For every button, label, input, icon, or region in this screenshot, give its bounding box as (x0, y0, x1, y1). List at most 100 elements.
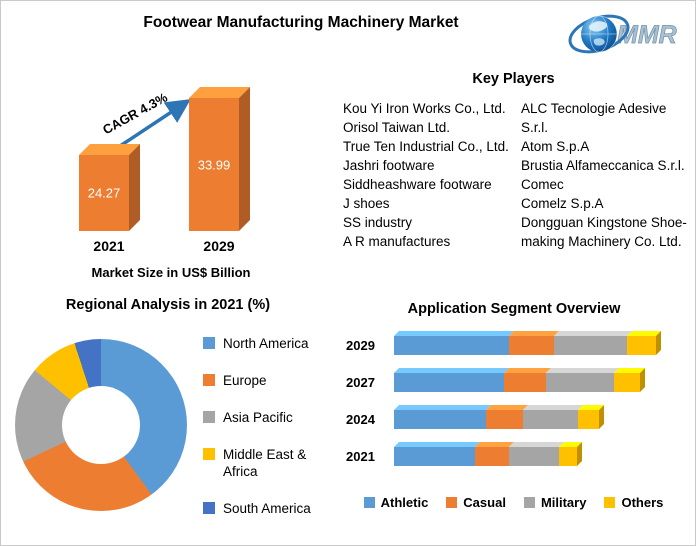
segment-top-face (504, 367, 551, 373)
legend-swatch (203, 337, 215, 349)
legend-item: Athletic (363, 495, 429, 510)
application-bar-row: 2024 (346, 404, 681, 431)
stacked-bar (394, 367, 645, 392)
segment-top-face (394, 330, 514, 336)
bar-year-label: 2021 (93, 238, 125, 254)
key-player-item: Dongguan Kingstone Shoe-making Machinery… (521, 215, 687, 249)
regional-legend: North America Europe Asia Pacific Middle Ea… (203, 335, 315, 537)
regional-donut-chart (15, 339, 187, 511)
key-player-item: True Ten Industrial Co., Ltd. (343, 139, 509, 154)
bar-segment-casual (509, 330, 559, 355)
key-players-section: Kou Yi Iron Works Co., Ltd. Orisol Taiwan… (343, 99, 691, 251)
bar-year-label: 2029 (203, 238, 235, 254)
legend-item: Others (604, 495, 663, 510)
bar-side-face (239, 87, 250, 231)
segment-top-face (394, 404, 491, 410)
bar-year-label: 2029 (346, 337, 375, 353)
bar-segment-others (559, 441, 582, 466)
segment-end-face (640, 367, 645, 392)
key-player-item: Comelz S.p.A (521, 196, 604, 211)
application-bar-row: 2029 (346, 330, 681, 357)
segment-top-face (394, 441, 480, 447)
key-player-item: J shoes (343, 196, 390, 211)
application-title: Application Segment Overview (407, 301, 621, 317)
stacked-bar (394, 330, 661, 355)
legend-label: Others (621, 495, 664, 510)
application-bar-row: 2021 (346, 441, 681, 468)
key-player-item: A R manufactures (343, 234, 451, 249)
bar-year-label: 2024 (346, 411, 375, 427)
segment-top-face (394, 367, 509, 373)
key-player-item: SS industry (343, 215, 413, 230)
key-player-item: Comec (521, 177, 564, 192)
legend-label: Middle East & Africa (223, 447, 307, 479)
segment-end-face (656, 330, 661, 355)
bar-segment-military (509, 441, 564, 466)
bar-segment-athletic (394, 441, 480, 466)
segment-top-face (523, 404, 583, 410)
segment-top-face (509, 441, 564, 447)
bar-segment-athletic (394, 330, 514, 355)
legend-label: North America (223, 336, 309, 351)
application-bar-row: 2027 (346, 367, 681, 394)
cagr-label: CAGR 4.3% (100, 89, 170, 138)
legend-item: Europe (203, 372, 315, 389)
page-title: Footwear Manufacturing Machinery Market (143, 14, 459, 31)
legend-item: Military (523, 495, 587, 510)
legend-label: Casual (463, 495, 506, 510)
legend-label: Europe (223, 373, 267, 388)
bar-value-label: 33.99 (197, 157, 231, 172)
key-player-item: ALC Tecnologie Adesive S.r.l. (521, 101, 667, 135)
application-legend: Athletic Casual Military Others (346, 495, 681, 510)
key-players-title: Key Players (472, 71, 555, 87)
market-size-chart: CAGR 4.3% 24.27 33.99 (41, 86, 301, 231)
segment-top-face (509, 330, 559, 336)
legend-item: South America (203, 500, 315, 517)
key-player-item: Atom S.p.A (521, 139, 590, 154)
key-player-item: Siddheashware footware (343, 177, 492, 192)
legend-item: Casual (446, 495, 506, 510)
bar-segment-others (614, 367, 645, 392)
bar-segment-casual (475, 441, 514, 466)
market-size-section: CAGR 4.3% 24.27 33.99 Market Size in US$ … (41, 86, 301, 286)
bar-segment-military (554, 330, 632, 355)
mmr-logo: MMR (567, 6, 687, 62)
bar-year-label: 2027 (346, 374, 375, 390)
bar-side-face (129, 144, 140, 231)
legend-item: North America (203, 335, 315, 352)
key-players-column-left: Kou Yi Iron Works Co., Ltd. Orisol Taiwan… (343, 99, 513, 251)
donut-hole (62, 386, 140, 464)
legend-swatch (363, 497, 375, 508)
legend-label: Athletic (380, 495, 429, 510)
key-player-item: Brustia Alfameccanica S.r.l. (521, 158, 685, 173)
bar-segment-casual (504, 367, 551, 392)
segment-top-face (554, 330, 632, 336)
stacked-bar (394, 441, 582, 466)
market-size-bar: 24.27 (79, 144, 140, 231)
bar-segment-athletic (394, 367, 509, 392)
bar-year-label: 2021 (346, 448, 375, 464)
key-player-item: Jashri footware (343, 158, 435, 173)
regional-title: Regional Analysis in 2021 (%) (65, 297, 271, 313)
legend-swatch (604, 497, 616, 508)
legend-swatch (523, 497, 535, 508)
bar-segment-others (627, 330, 661, 355)
bar-segment-others (578, 404, 604, 429)
bar-segment-military (546, 367, 619, 392)
segment-top-face (546, 367, 619, 373)
legend-item: Middle East & Africa (203, 446, 315, 480)
bar-segment-military (523, 404, 583, 429)
segment-top-face (486, 404, 528, 410)
application-chart: 2029 2027 2024 2021 (346, 330, 681, 481)
legend-item: Asia Pacific (203, 409, 315, 426)
segment-end-face (599, 404, 604, 429)
market-size-caption: Market Size in US$ Billion (91, 265, 251, 280)
legend-swatch (203, 411, 215, 423)
key-players-column-right: ALC Tecnologie Adesive S.r.l. Atom S.p.A B… (521, 99, 691, 251)
key-player-item: Orisol Taiwan Ltd. (343, 120, 451, 135)
legend-swatch (203, 448, 215, 460)
legend-swatch (203, 502, 215, 514)
legend-label: Military (540, 495, 587, 510)
globe-icon: MMR (568, 14, 677, 54)
